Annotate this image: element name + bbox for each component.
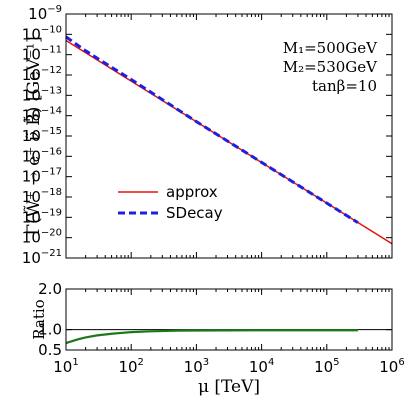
annotation-text: M₁=500GeV [283,39,378,57]
main-plot-frame [65,13,393,259]
y-tick-label: 10−21 [22,248,62,267]
x-tick-label: 106 [379,357,404,376]
x-axis-title: μ [TeV] [198,377,260,397]
y-tick-label: 10−9 [28,4,62,23]
y-tick-label: 10−14 [22,106,62,125]
y-tick-label: 10−10 [22,24,62,43]
x-tick-label: 103 [184,357,209,376]
y-axis-title: Γ(W̃⁺ → e⁺ ν̃ B̃) [GeV⁻¹] [24,36,44,236]
ratio-y-axis-title: Ratio [30,299,48,339]
ratio-series-line [65,329,358,345]
ratio-y-tick-label: 2.0 [38,280,62,298]
y-tick-label: 10−16 [22,146,62,165]
y-tick-label: 10−11 [22,45,62,64]
y-tick-label: 10−12 [22,65,62,84]
y-tick-label: 10−17 [22,167,62,186]
y-tick-label: 10−15 [22,126,62,145]
legend-label-approx: approx [166,183,218,201]
ratio-y-tick-label: 1.0 [38,321,62,339]
legend-label-sdecay: SDecay [166,204,223,222]
series-line-sdecay [65,35,359,224]
ratio-y-tick-label: 0.5 [38,341,62,359]
y-tick-label: 10−19 [22,207,62,226]
x-tick-label: 102 [118,357,143,376]
y-tick-label: 10−20 [22,228,62,247]
y-tick-label: 10−18 [22,187,62,206]
y-tick-label: 10−13 [22,85,62,104]
x-tick-label: 101 [53,357,78,376]
ratio-plot-frame [65,288,393,351]
x-tick-label: 105 [314,357,339,376]
annotation-text: M₂=530GeV [283,58,378,76]
annotation-text: tanβ=10 [312,77,377,95]
x-tick-label: 104 [249,357,274,376]
